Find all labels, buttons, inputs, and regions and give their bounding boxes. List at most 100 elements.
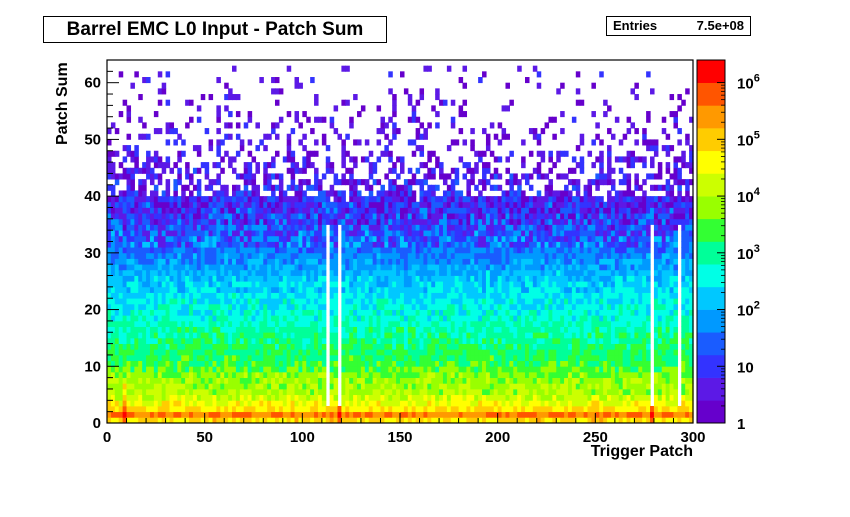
heatmap-cell <box>271 343 276 350</box>
heatmap-cell <box>384 218 389 225</box>
heatmap-cell <box>528 400 534 407</box>
heatmap-cell <box>126 326 132 333</box>
heatmap-cell <box>220 258 225 265</box>
heatmap-cell <box>509 275 514 282</box>
heatmap-cell <box>298 388 303 396</box>
heatmap-cell <box>177 213 182 220</box>
heatmap-cell <box>501 275 507 282</box>
heatmap-cell <box>274 235 280 242</box>
heatmap-cell <box>310 371 315 379</box>
heatmap-cell <box>509 411 514 418</box>
heatmap-cell <box>232 286 237 293</box>
heatmap-cell <box>321 264 327 271</box>
heatmap-cell <box>114 417 120 424</box>
heatmap-cell <box>302 371 307 379</box>
heatmap-cell <box>431 281 436 288</box>
heatmap-cell <box>446 309 452 316</box>
heatmap-cell <box>306 207 311 214</box>
heatmap-cell <box>298 207 303 214</box>
heatmap-cell <box>357 139 362 146</box>
heatmap-cell <box>235 309 241 316</box>
heatmap-cell <box>286 292 292 299</box>
heatmap-cell <box>489 383 495 390</box>
heatmap-cell <box>431 196 436 203</box>
heatmap-cell <box>208 343 214 350</box>
heatmap-cell <box>149 179 155 186</box>
heatmap-cell <box>400 400 405 407</box>
heatmap-cell <box>364 184 370 191</box>
heatmap-cell <box>181 264 186 271</box>
heatmap-cell <box>466 281 471 288</box>
heatmap-cell <box>134 298 139 305</box>
heatmap-cell <box>239 298 245 305</box>
heatmap-cell <box>173 326 178 333</box>
heatmap-cell <box>396 207 401 214</box>
heatmap-cell <box>458 218 464 225</box>
heatmap-cell <box>454 315 460 322</box>
heatmap-cell <box>235 235 241 242</box>
heatmap-cell <box>364 417 370 424</box>
heatmap-cell <box>357 111 362 118</box>
heatmap-cell <box>380 150 385 157</box>
chart-title: Barrel EMC L0 Input - Patch Sum <box>66 18 364 40</box>
heatmap-cell <box>208 326 214 333</box>
heatmap-cell <box>228 241 233 248</box>
heatmap-cell <box>278 88 284 95</box>
heatmap-cell <box>294 269 300 276</box>
heatmap-cell <box>497 371 503 379</box>
heatmap-cell <box>360 286 366 293</box>
heatmap-cell <box>423 128 428 135</box>
heatmap-cell <box>435 337 440 344</box>
heatmap-cell <box>282 207 288 214</box>
heatmap-cell <box>400 383 405 390</box>
heatmap-cell <box>263 269 268 276</box>
heatmap-cell <box>142 77 147 84</box>
heatmap-cell <box>403 201 409 208</box>
heatmap-cell <box>110 303 116 310</box>
heatmap-cell <box>138 377 143 384</box>
heatmap-cell <box>317 337 323 344</box>
heatmap-cell <box>509 179 514 186</box>
heatmap-cell <box>407 190 413 197</box>
heatmap-cell <box>267 207 272 214</box>
heatmap-cell <box>138 201 143 208</box>
heatmap-cell <box>501 286 507 293</box>
heatmap-cell <box>114 247 120 254</box>
heatmap-cell <box>376 179 382 186</box>
heatmap-cell <box>251 411 257 418</box>
heatmap-cell <box>364 309 370 316</box>
heatmap-cell <box>177 400 182 407</box>
heatmap-cell <box>224 105 229 112</box>
heatmap-cell <box>228 394 233 401</box>
heatmap-cell <box>446 394 452 401</box>
heatmap-cell <box>345 315 350 322</box>
heatmap-cell <box>489 417 495 424</box>
heatmap-cell <box>153 417 159 424</box>
heatmap-cell <box>177 218 182 225</box>
heatmap-cell <box>497 139 503 146</box>
heatmap-cell <box>142 207 147 214</box>
heatmap-cell <box>442 201 448 208</box>
heatmap-cell <box>243 167 249 174</box>
heatmap-cell <box>505 190 510 197</box>
heatmap-cell <box>353 303 358 310</box>
heatmap-cell <box>431 337 436 344</box>
heatmap-cell <box>528 377 534 384</box>
heatmap-cell <box>446 281 452 288</box>
heatmap-cell <box>247 400 253 407</box>
heatmap-cell <box>134 71 139 78</box>
heatmap-cell <box>126 201 132 208</box>
heatmap-cell <box>353 315 358 322</box>
heatmap-cell <box>446 337 452 344</box>
heatmap-cell <box>349 122 354 129</box>
heatmap-cell <box>513 315 518 322</box>
heatmap-cell <box>380 292 385 299</box>
heatmap-cell <box>107 218 112 225</box>
heatmap-cell <box>153 411 159 418</box>
heatmap-cell <box>454 354 460 362</box>
heatmap-cell <box>442 303 448 310</box>
heatmap-cell <box>185 303 190 310</box>
heatmap-cell <box>349 320 354 327</box>
heatmap-cell <box>478 417 483 424</box>
heatmap-cell <box>118 207 124 214</box>
